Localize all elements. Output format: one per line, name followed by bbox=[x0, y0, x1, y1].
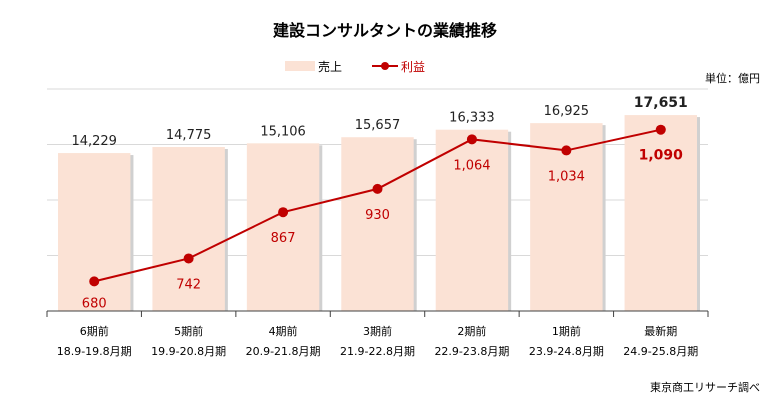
x-tick-label: 2期前 bbox=[457, 324, 486, 338]
x-tick-label: 6期前 bbox=[80, 324, 109, 338]
x-tick-period-label: 24.9-25.8月期 bbox=[623, 345, 698, 358]
bar-sales bbox=[58, 153, 131, 311]
x-tick-period-label: 21.9-22.8月期 bbox=[340, 345, 415, 358]
legend: 売上 利益 bbox=[285, 59, 425, 74]
bar-data-label: 16,333 bbox=[449, 111, 495, 126]
bar-data-label: 15,657 bbox=[355, 118, 401, 133]
x-tick-period-label: 23.9-24.8月期 bbox=[529, 345, 604, 358]
profit-data-label: 1,064 bbox=[453, 158, 490, 173]
bar-sales bbox=[341, 137, 414, 311]
bar-sales bbox=[435, 129, 509, 311]
profit-data-label: 1,034 bbox=[548, 169, 585, 184]
x-tick-label: 4期前 bbox=[269, 324, 298, 338]
profit-data-label: 680 bbox=[82, 296, 107, 311]
legend-swatch-sales bbox=[285, 61, 315, 71]
profit-data-label: 930 bbox=[365, 208, 390, 223]
legend-swatch-profit-marker bbox=[381, 62, 389, 70]
profit-marker bbox=[372, 183, 383, 194]
profit-marker bbox=[278, 207, 289, 218]
bar-data-label: 16,925 bbox=[544, 104, 590, 119]
bar-data-label: 14,775 bbox=[166, 128, 212, 143]
profit-data-label: 1,090 bbox=[639, 148, 684, 164]
x-tick-period-label: 19.9-20.8月期 bbox=[151, 345, 226, 358]
chart-title: 建設コンサルタントの業績推移 bbox=[273, 21, 497, 40]
profit-marker bbox=[466, 134, 477, 145]
profit-marker bbox=[183, 253, 194, 264]
x-tick-label: 5期前 bbox=[174, 324, 203, 338]
profit-data-label: 742 bbox=[176, 277, 201, 292]
legend-label-profit: 利益 bbox=[401, 60, 425, 74]
bar-sales bbox=[246, 143, 320, 311]
x-tick-period-label: 22.9-23.8月期 bbox=[434, 345, 509, 358]
x-tick-label: 1期前 bbox=[552, 324, 581, 338]
bar-sales bbox=[152, 146, 225, 311]
x-tick-label: 3期前 bbox=[363, 324, 392, 338]
profit-marker bbox=[655, 124, 666, 135]
profit-marker bbox=[561, 145, 572, 156]
legend-label-sales: 売上 bbox=[318, 59, 342, 74]
profit-marker bbox=[89, 276, 100, 287]
profit-data-label: 867 bbox=[271, 231, 296, 246]
x-tick-label: 最新期 bbox=[644, 324, 677, 338]
bar-sales bbox=[624, 115, 697, 311]
bar-data-label: 17,651 bbox=[634, 95, 688, 111]
x-tick-period-label: 20.9-21.8月期 bbox=[246, 345, 321, 358]
x-tick-period-label: 18.9-19.8月期 bbox=[57, 345, 132, 358]
bar-data-label: 15,106 bbox=[260, 124, 306, 139]
bar-data-label: 14,229 bbox=[71, 134, 117, 149]
unit-label: 単位：億円 bbox=[705, 71, 760, 85]
source-label: 東京商工リサーチ調べ bbox=[650, 380, 760, 394]
